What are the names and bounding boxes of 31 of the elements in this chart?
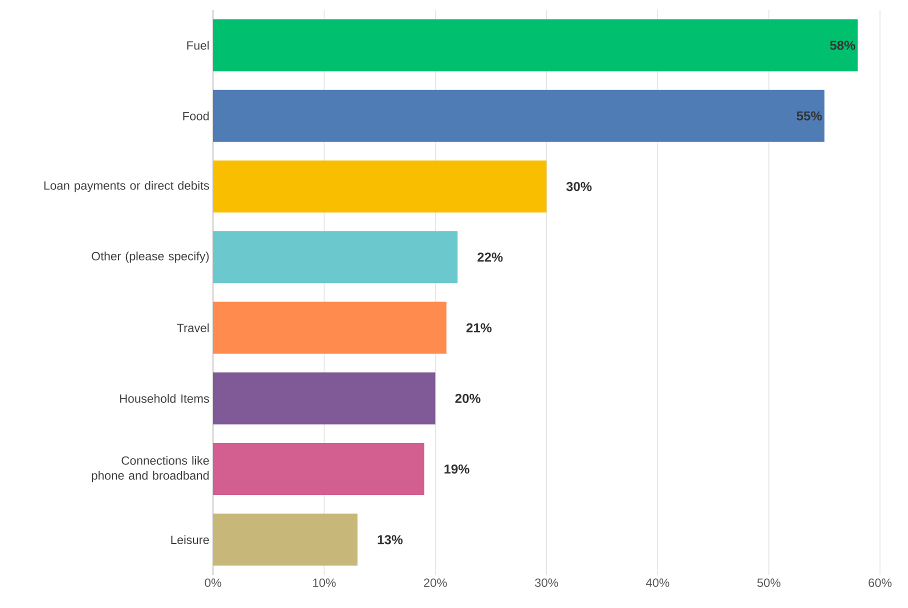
data-label: 19% xyxy=(444,464,470,474)
x-tick-label: 50% xyxy=(757,578,780,587)
bar xyxy=(213,443,424,496)
data-label: 22% xyxy=(478,252,503,262)
x-tick-label: 60% xyxy=(868,578,892,587)
bar xyxy=(213,231,458,284)
y-tick-label: Leisure xyxy=(171,535,209,544)
bar xyxy=(213,514,358,566)
bar xyxy=(213,372,436,424)
y-tick-label: Connections like phone and broadband xyxy=(92,456,209,482)
y-tick-label: Other (please specify) xyxy=(92,252,209,263)
x-tick-label: 30% xyxy=(534,578,558,587)
y-tick-label: Food xyxy=(183,112,209,120)
y-tick-label: Loan payments or direct debits xyxy=(44,180,210,192)
data-label: 13% xyxy=(378,535,403,544)
data-label: 58% xyxy=(830,40,856,50)
y-tick-label: Travel xyxy=(176,323,209,332)
bar xyxy=(213,160,547,213)
y-tick-label: Household Items xyxy=(120,394,210,403)
x-tick-label: 10% xyxy=(313,578,336,587)
bar xyxy=(213,302,446,354)
data-label: 55% xyxy=(796,111,822,120)
y-tick-label: Fuel xyxy=(187,40,209,50)
data-label: 21% xyxy=(466,323,492,332)
x-tick-label: 0% xyxy=(204,578,222,587)
x-tick-label: 20% xyxy=(424,578,447,587)
x-tick-label: 40% xyxy=(646,578,670,587)
data-label: 20% xyxy=(455,394,480,404)
bar xyxy=(213,90,824,142)
data-label: 30% xyxy=(566,182,592,192)
bar xyxy=(213,19,858,72)
